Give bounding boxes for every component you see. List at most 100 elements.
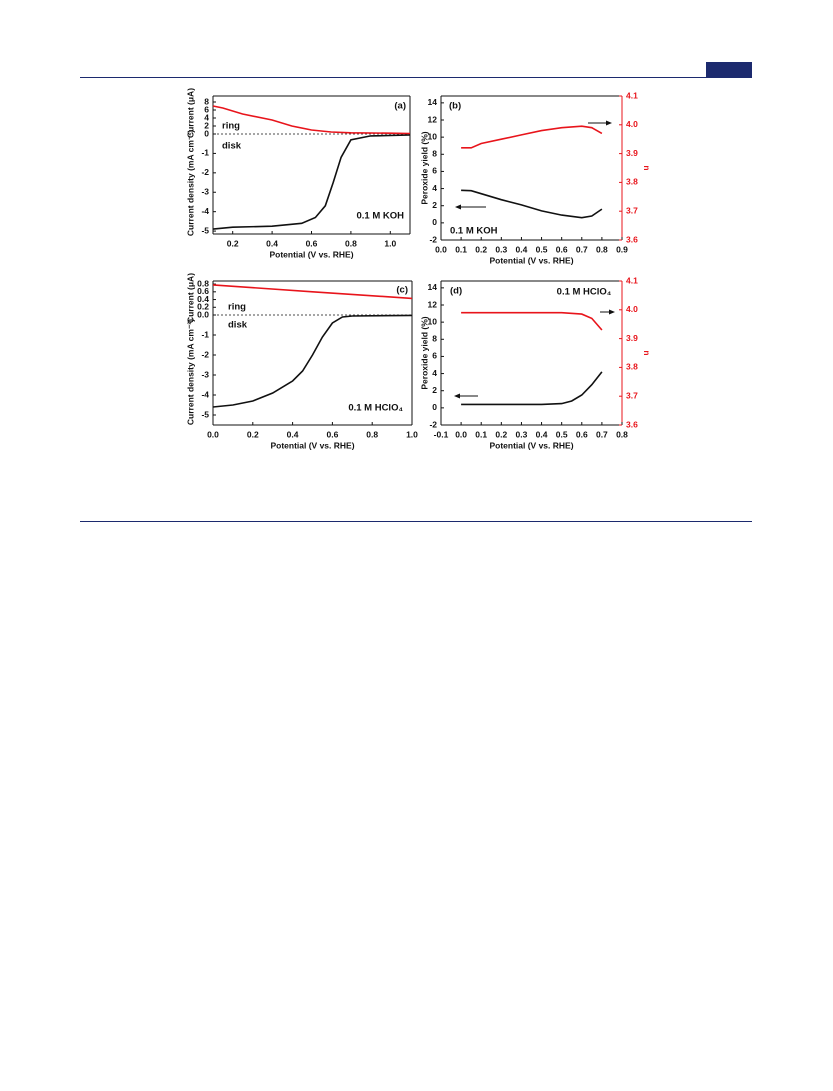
y2-tick-label: 0 — [204, 128, 209, 138]
x-axis-label: Potential (V vs. RHE) — [489, 255, 573, 265]
panel-label: (d) — [450, 286, 462, 297]
data-line — [461, 311, 603, 331]
annotation: ring — [222, 121, 240, 132]
y-tick-label: -3 — [201, 369, 209, 379]
x-tick-label: 0.0 — [455, 429, 467, 439]
y-axis-label: Peroxide yield (%) — [419, 131, 429, 204]
x-tick-label: 0.8 — [345, 238, 357, 248]
y-axis-label: Peroxide yield (%) — [419, 316, 429, 389]
arrow-head — [455, 204, 461, 210]
y2-tick-label: 0.2 — [197, 302, 209, 312]
y2-tick-label: 3.9 — [626, 333, 638, 343]
y-tick-label: -1 — [201, 148, 209, 158]
y-axis-label: Current density (mA cm⁻²) — [185, 319, 195, 425]
y2-tick-label: 4.0 — [626, 304, 638, 314]
x-axis-label: Potential (V vs. RHE) — [269, 249, 353, 259]
x-tick-label: 0.8 — [596, 244, 608, 254]
y2-tick-label: 0.8 — [197, 278, 209, 288]
x-tick-label: 0.5 — [556, 429, 568, 439]
x-axis-label: Potential (V vs. RHE) — [489, 440, 573, 450]
y-tick-label: 12 — [428, 114, 438, 124]
annotation: 0.1 M KOH — [450, 226, 498, 237]
y-tick-label: 4 — [432, 368, 437, 378]
y-tick-label: 6 — [432, 166, 437, 176]
arrow-head — [454, 393, 460, 399]
x-tick-label: 1.0 — [384, 238, 396, 248]
arrow-head — [606, 120, 612, 126]
x-tick-label: 0.1 — [455, 244, 467, 254]
header-box — [706, 62, 752, 78]
annotation: 0.1 M KOH — [356, 211, 404, 222]
x-tick-label: 0.8 — [366, 429, 378, 439]
y2-tick-label: 2 — [204, 120, 209, 130]
y-tick-label: 0 — [432, 402, 437, 412]
y2-axis-label: Current (μA) — [185, 88, 195, 138]
y-tick-label: 12 — [428, 299, 438, 309]
y2-tick-label: 3.7 — [626, 390, 638, 400]
y2-tick-label: 4.0 — [626, 119, 638, 129]
y-tick-label: 2 — [432, 200, 437, 210]
x-tick-label: 0.4 — [516, 244, 528, 254]
data-line — [461, 189, 603, 219]
y-tick-label: 6 — [432, 351, 437, 361]
y-tick-label: -2 — [201, 167, 209, 177]
y2-tick-label: 4.1 — [626, 275, 638, 285]
y2-tick-label: 3.6 — [626, 234, 638, 244]
y-tick-label: -2 — [429, 234, 437, 244]
y-tick-label: -4 — [201, 206, 209, 216]
y-tick-label: -3 — [201, 187, 209, 197]
x-tick-label: 0.9 — [616, 244, 628, 254]
y2-tick-label: 8 — [204, 96, 209, 106]
x-tick-label: 0.6 — [556, 244, 568, 254]
x-tick-label: 0.5 — [536, 244, 548, 254]
y-tick-label: 10 — [428, 131, 438, 141]
y2-tick-label: 4.1 — [626, 90, 638, 100]
arrow-head — [609, 309, 615, 315]
y-tick-label: 14 — [428, 282, 438, 292]
y-tick-label: -5 — [201, 225, 209, 235]
y-tick-label: -1 — [201, 329, 209, 339]
x-axis-label: Potential (V vs. RHE) — [270, 440, 354, 450]
y-tick-label: -2 — [429, 419, 437, 429]
y2-tick-label: 3.6 — [626, 419, 638, 429]
annotation: 0.1 M HClO₄ — [348, 403, 403, 414]
data-line — [461, 125, 603, 149]
annotation: 0.1 M HClO₄ — [557, 287, 612, 298]
y-tick-label: -4 — [201, 389, 209, 399]
x-tick-label: -0.1 — [434, 429, 449, 439]
annotation: disk — [222, 141, 242, 152]
y-tick-label: 8 — [432, 149, 437, 159]
x-tick-label: 0.6 — [576, 429, 588, 439]
x-tick-label: 0.3 — [495, 244, 507, 254]
annotation: ring — [228, 302, 246, 313]
data-line — [212, 134, 411, 230]
y2-tick-label: 0.0 — [197, 309, 209, 319]
x-tick-label: 0.6 — [326, 429, 338, 439]
y-tick-label: -5 — [201, 409, 209, 419]
data-line — [212, 284, 413, 300]
y2-tick-label: 6 — [204, 104, 209, 114]
panel-label: (a) — [394, 101, 406, 112]
y2-tick-label: 0.4 — [197, 294, 209, 304]
data-line — [212, 105, 411, 135]
y-axis-label: Current density (mA cm⁻²) — [185, 130, 195, 236]
y-tick-label: 14 — [428, 97, 438, 107]
panel-label: (c) — [396, 285, 408, 296]
x-tick-label: 0.0 — [435, 244, 447, 254]
x-tick-label: 0.2 — [227, 238, 239, 248]
panel-label: (b) — [449, 101, 461, 112]
x-tick-label: 0.0 — [207, 429, 219, 439]
y-tick-label: 8 — [432, 334, 437, 344]
x-tick-label: 0.2 — [495, 429, 507, 439]
x-tick-label: 0.1 — [475, 429, 487, 439]
y2-tick-label: 3.8 — [626, 177, 638, 187]
data-line — [461, 371, 603, 406]
y-tick-label: -2 — [201, 349, 209, 359]
x-tick-label: 0.4 — [287, 429, 299, 439]
y2-axis-label: n — [642, 165, 652, 170]
x-tick-label: 0.2 — [247, 429, 259, 439]
x-tick-label: 0.2 — [475, 244, 487, 254]
x-tick-label: 0.8 — [616, 429, 628, 439]
y2-tick-label: 4 — [204, 112, 209, 122]
